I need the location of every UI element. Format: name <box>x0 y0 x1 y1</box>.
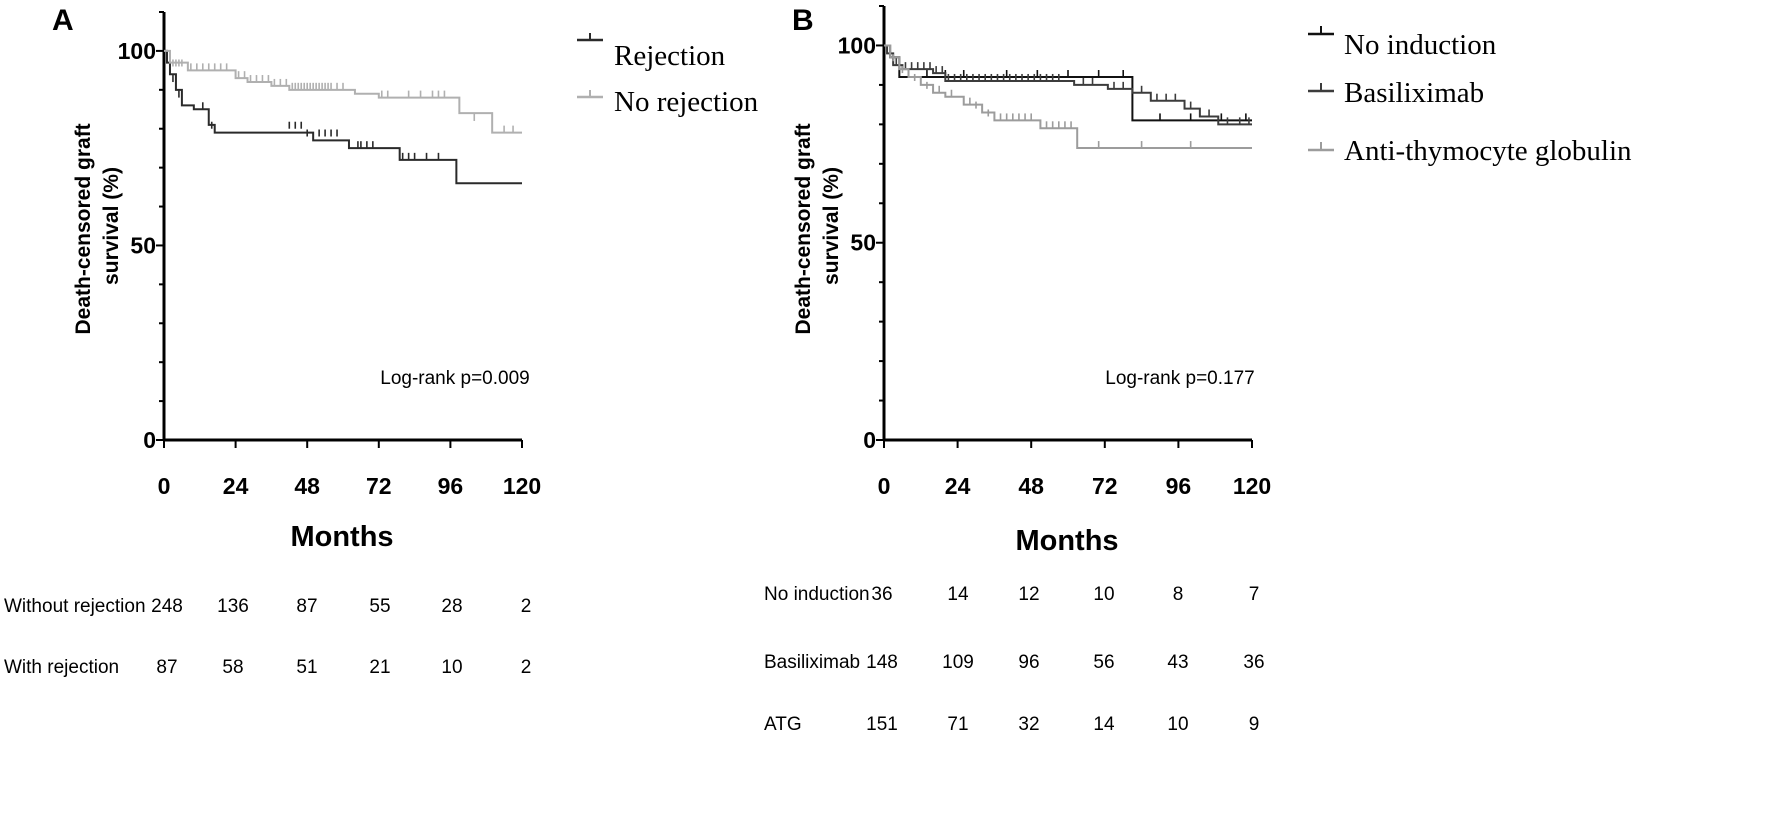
risk-row-with-rejection: With rejection 87 58 51 21 10 2 <box>4 657 531 678</box>
y-tick-label: 0 <box>863 427 876 453</box>
panel-b-y-axis-title-line-1: Death-censored graft <box>792 123 815 334</box>
risk-cell: 148 <box>866 652 898 673</box>
y-tick-label: 50 <box>850 230 876 256</box>
x-tick-label: 0 <box>878 473 891 499</box>
risk-cell: 55 <box>369 596 390 617</box>
risk-cell: 2 <box>521 596 532 617</box>
panel-a-letter: A <box>52 4 74 37</box>
legend-label-basiliximab: Basiliximab <box>1344 77 1484 109</box>
x-tick-label: 120 <box>503 473 541 499</box>
panel-b-risk-table: No induction 36 14 12 10 8 7 Basiliximab… <box>764 584 1265 735</box>
risk-cell: 10 <box>441 657 462 678</box>
legend-item-basiliximab: Basiliximab <box>1308 77 1484 109</box>
risk-cell: 8 <box>1173 584 1184 605</box>
risk-row-no-induction: No induction 36 14 12 10 8 7 <box>764 584 1259 605</box>
risk-cell: 71 <box>947 714 968 735</box>
panel-b-legend: No induction Basiliximab Anti-thymocyte … <box>1308 26 1632 167</box>
risk-cell: 58 <box>222 657 243 678</box>
legend-label-anti-thymocyte-globulin: Anti-thymocyte globulin <box>1344 135 1632 167</box>
risk-cell: 21 <box>369 657 390 678</box>
risk-cell: 2 <box>521 657 532 678</box>
risk-cell: 51 <box>296 657 317 678</box>
risk-row-atg: ATG 151 71 32 14 10 9 <box>764 714 1259 735</box>
risk-row-basiliximab: Basiliximab 148 109 96 56 43 36 <box>764 652 1265 673</box>
risk-cell: 151 <box>866 714 898 735</box>
x-tick-label: 48 <box>294 473 320 499</box>
risk-cell: 14 <box>1093 714 1115 735</box>
panel-b-y-axis-title-line-2: survival (%) <box>820 167 843 285</box>
panel-b-letter: B <box>792 4 814 37</box>
panel-b-plot-area: 0 50 100 0 24 48 72 96 120 <box>838 5 1271 499</box>
panel-a-y-axis-title: Death-censored graft survival (%) <box>72 117 123 334</box>
x-tick-label: 72 <box>366 473 392 499</box>
y-tick-label: 100 <box>118 38 156 64</box>
risk-cell: 7 <box>1249 584 1260 605</box>
risk-cell: 96 <box>1018 652 1039 673</box>
series-line-rejection <box>164 49 522 185</box>
panel-b-logrank-annotation: Log-rank p=0.177 <box>1105 368 1254 389</box>
risk-cell: 36 <box>1243 652 1264 673</box>
risk-cell: 56 <box>1093 652 1114 673</box>
risk-cell: 87 <box>156 657 177 678</box>
legend-item-no-rejection: No rejection <box>577 86 759 118</box>
risk-cell: 28 <box>441 596 462 617</box>
x-tick-label: 72 <box>1092 473 1118 499</box>
x-tick-label: 24 <box>945 473 971 499</box>
risk-row-label: Without rejection <box>4 596 146 617</box>
risk-cell: 87 <box>296 596 317 617</box>
legend-item-no-induction: No induction <box>1308 26 1497 61</box>
legend-item-rejection: Rejection <box>577 33 726 72</box>
y-tick-label: 100 <box>838 32 876 58</box>
legend-label-rejection: Rejection <box>614 40 726 72</box>
risk-cell: 109 <box>942 652 974 673</box>
panel-a-risk-table: Without rejection 248 136 87 55 28 2 Wit… <box>4 596 531 678</box>
panel-b-x-axis-title: Months <box>1015 525 1118 557</box>
y-tick-label: 0 <box>143 427 156 453</box>
x-tick-label: 120 <box>1233 473 1271 499</box>
series-line-anti-thymocyte-globulin <box>884 44 1252 150</box>
risk-cell: 10 <box>1167 714 1188 735</box>
risk-cell: 43 <box>1167 652 1188 673</box>
legend-item-anti-thymocyte-globulin: Anti-thymocyte globulin <box>1308 135 1632 167</box>
x-tick-label: 96 <box>1166 473 1192 499</box>
panel-a-plot-area: 0 50 100 0 24 48 72 96 120 <box>118 11 541 499</box>
panel-a-logrank-annotation: Log-rank p=0.009 <box>380 368 529 389</box>
risk-cell: 12 <box>1018 584 1039 605</box>
x-tick-label: 0 <box>158 473 171 499</box>
risk-cell: 36 <box>871 584 892 605</box>
series-line-basiliximab <box>884 44 1252 126</box>
panel-a-y-axis-title-line-2: survival (%) <box>100 167 123 285</box>
risk-row-label: No induction <box>764 584 870 605</box>
panel-a-y-axis-title-line-1: Death-censored graft <box>72 123 95 334</box>
risk-row-label: ATG <box>764 714 802 735</box>
risk-row-label: Basiliximab <box>764 652 860 673</box>
panel-b: B Death-censored graft survival (%) 0 50 1… <box>764 4 1632 735</box>
risk-cell: 10 <box>1093 584 1114 605</box>
risk-cell: 14 <box>947 584 969 605</box>
risk-row-label: With rejection <box>4 657 119 678</box>
panel-a-legend: Rejection No rejection <box>577 33 759 118</box>
risk-cell: 32 <box>1018 714 1039 735</box>
risk-cell: 136 <box>217 596 249 617</box>
risk-cell: 9 <box>1249 714 1260 735</box>
legend-label-no-induction: No induction <box>1344 29 1497 61</box>
legend-label-no-rejection: No rejection <box>614 86 759 118</box>
panel-a-x-axis-title: Months <box>290 521 393 553</box>
risk-cell: 248 <box>151 596 183 617</box>
y-tick-label: 50 <box>130 232 156 258</box>
x-tick-label: 24 <box>223 473 249 499</box>
x-tick-label: 96 <box>438 473 464 499</box>
x-tick-label: 48 <box>1018 473 1044 499</box>
risk-row-without-rejection: Without rejection 248 136 87 55 28 2 <box>4 596 531 617</box>
panel-b-y-axis-title: Death-censored graft survival (%) <box>792 117 843 334</box>
panel-a: A Death-censored graft survival (%) 0 50 1… <box>4 4 759 678</box>
series-line-no-rejection <box>164 49 522 134</box>
